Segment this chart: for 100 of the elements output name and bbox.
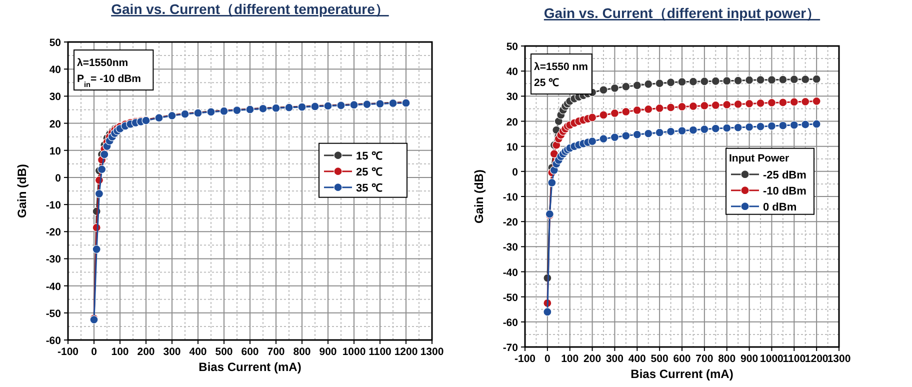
y-tick-label: 0 (55, 172, 62, 184)
y-tick-label: -50 (46, 308, 62, 320)
point (666, 78, 676, 87)
point (734, 100, 742, 108)
point (100, 150, 109, 159)
y-tick-label: -60 (502, 316, 518, 329)
point (801, 97, 810, 106)
x-tick-label: 600 (241, 346, 259, 358)
point (778, 121, 788, 130)
x-tick-label: 1200 (394, 346, 418, 358)
point (644, 104, 653, 114)
point (700, 101, 709, 110)
x-tick-label: 100 (561, 353, 579, 365)
point (801, 120, 810, 129)
x-axis-title: Bias Current (mA) (198, 360, 302, 374)
legend-label: 15 ℃ (356, 150, 382, 162)
legend-label: -10 dBm (763, 185, 807, 198)
x-tick-label: 400 (628, 353, 646, 365)
x-tick-label: 200 (584, 353, 602, 365)
x-tick-label: 400 (189, 346, 207, 358)
y-tick-label: 30 (49, 91, 62, 104)
point (599, 134, 608, 144)
point (734, 76, 742, 85)
point (778, 98, 788, 107)
x-tick-label: 700 (696, 353, 714, 365)
x-tick-label: 300 (163, 346, 181, 358)
x-tick-label: -100 (514, 353, 536, 365)
point (812, 74, 821, 84)
point (644, 129, 653, 138)
point (756, 122, 765, 131)
x-tick-label: 1300 (420, 346, 444, 358)
x-tick-label: 800 (293, 346, 311, 358)
point (622, 132, 630, 140)
x-tick-label: 1300 (827, 353, 851, 365)
point (599, 110, 608, 120)
point (722, 100, 732, 109)
point (622, 107, 630, 116)
point (610, 108, 620, 118)
point (756, 98, 765, 108)
x-tick-label: 1100 (368, 346, 392, 358)
point (767, 76, 776, 84)
point (92, 244, 101, 254)
point (778, 75, 788, 84)
y-tick-label: -70 (502, 342, 518, 354)
point (622, 82, 630, 91)
point (610, 133, 620, 142)
y-tick-label: -20 (46, 226, 62, 239)
x-tick-label: 800 (718, 353, 736, 365)
y-tick-label: -30 (46, 254, 62, 266)
x-tick-label: 0 (544, 353, 551, 365)
point (767, 98, 776, 107)
point (98, 165, 106, 174)
point (550, 150, 558, 158)
x-tick-label: 500 (215, 346, 233, 358)
point (655, 79, 664, 88)
x-tick-label: 700 (267, 346, 285, 358)
x-tick-label: 300 (606, 353, 624, 365)
x-tick-label: 200 (137, 346, 155, 358)
x-tick-label: 900 (740, 353, 758, 365)
y-tick-label: -20 (502, 216, 518, 229)
point (744, 76, 754, 84)
point (632, 106, 642, 115)
y-tick-label: 50 (49, 37, 62, 49)
x-tick-label: 1200 (804, 353, 828, 365)
point (94, 189, 104, 198)
y-tick-label: 0 (512, 166, 518, 178)
point (744, 122, 754, 132)
point (700, 77, 709, 86)
x-tick-label: 1000 (760, 353, 784, 365)
point (548, 178, 556, 188)
y-axis-title: Gain (dB) (472, 170, 486, 224)
y-tick-label: 50 (506, 41, 518, 53)
point (812, 120, 821, 128)
point (711, 100, 720, 110)
legend-label: -25 dBm (763, 169, 807, 182)
point (790, 98, 798, 106)
point (655, 104, 664, 113)
point (744, 99, 754, 108)
x-tick-label: 900 (319, 346, 337, 358)
y-tick-label: -40 (502, 266, 518, 279)
point (700, 124, 709, 134)
annotation: λ=1550nm (77, 57, 128, 69)
y-tick-label: -30 (502, 242, 518, 254)
annotation: 25 ℃ (534, 77, 560, 89)
point (790, 75, 798, 84)
point (688, 77, 698, 86)
y-tick-label: -10 (46, 200, 62, 212)
point (722, 76, 732, 86)
point (711, 124, 720, 133)
y-tick-label: 10 (506, 141, 518, 154)
point (734, 123, 742, 132)
point (666, 103, 676, 112)
x-tick-label: 500 (650, 353, 668, 365)
point (588, 137, 597, 146)
x-tick-label: 0 (91, 346, 98, 358)
point (644, 80, 653, 88)
point (588, 113, 597, 122)
y-tick-label: -50 (502, 292, 518, 304)
point (688, 126, 698, 134)
point (678, 102, 686, 111)
